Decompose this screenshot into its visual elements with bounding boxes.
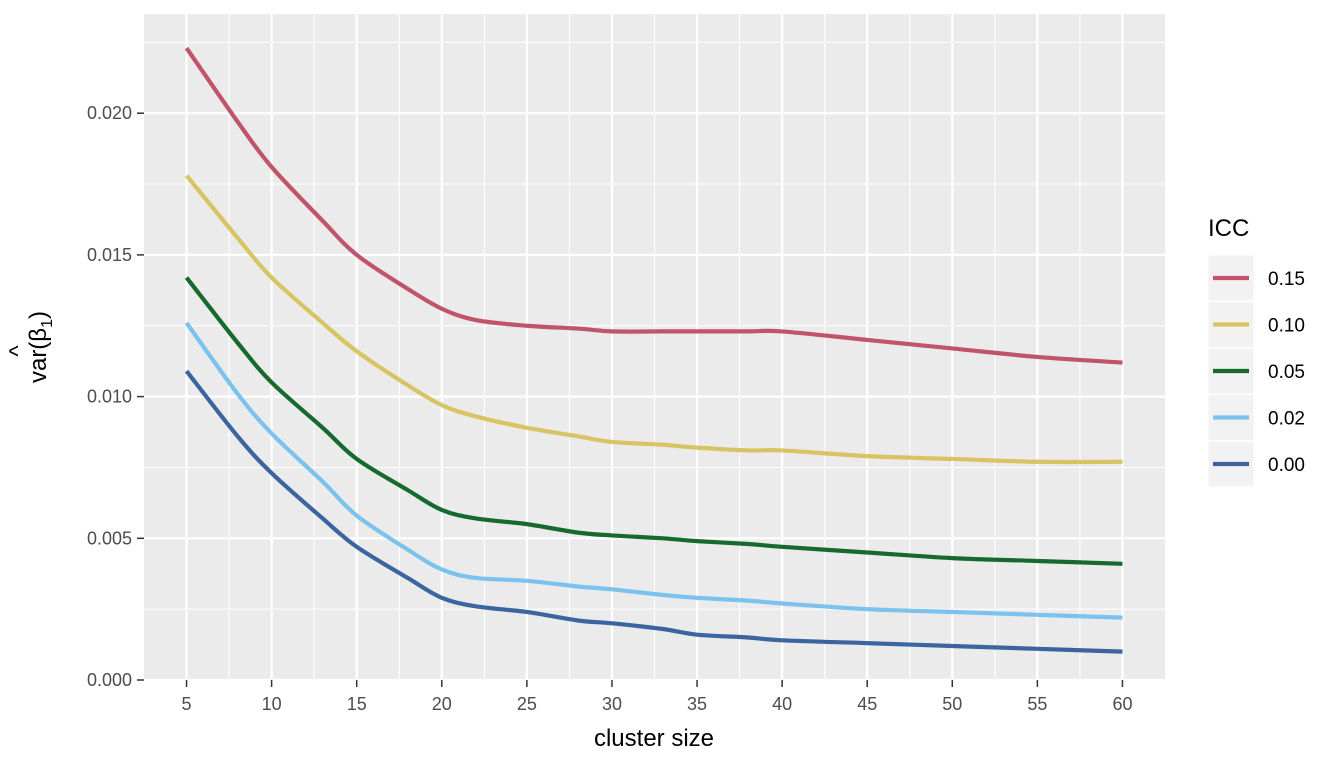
- series-line-0.02: [184, 321, 1123, 620]
- y-tick-label: 0.010: [87, 387, 132, 407]
- x-axis-ticks: 5 10 15 20 25 30 35 40 45 50 55 60: [182, 680, 1132, 714]
- y-axis-title-hat: ^: [5, 345, 32, 357]
- x-tick-label: 25: [517, 694, 537, 714]
- y-axis-ticks: 0.000 0.005 0.010 0.015 0.020: [87, 103, 144, 690]
- y-tick-label: 0.020: [87, 103, 132, 123]
- x-tick-label: 15: [347, 694, 367, 714]
- series-line-0.15: [184, 46, 1123, 365]
- y-axis-title-symbol: β: [25, 328, 52, 342]
- y-axis-title-prefix: var(: [25, 342, 52, 383]
- x-tick-label: 5: [182, 694, 192, 714]
- series-lines: [184, 46, 1123, 654]
- y-axis-title-subscript: 1: [39, 319, 56, 328]
- y-axis-title: var(β1) ^: [5, 311, 56, 383]
- minor-gridlines: [144, 14, 1165, 680]
- x-tick-label: 30: [602, 694, 622, 714]
- legend-label-0.00: 0.00: [1268, 455, 1305, 476]
- x-tick-label: 55: [1027, 694, 1047, 714]
- legend-label-0.15: 0.15: [1268, 269, 1305, 290]
- svg-text:var(β1): var(β1): [25, 311, 56, 383]
- legend: ICC 0.15 0.10 0.05 0.02 0.00: [1207, 215, 1305, 488]
- x-tick-label: 10: [262, 694, 282, 714]
- series-line-0.10: [184, 174, 1123, 465]
- x-tick-label: 20: [432, 694, 452, 714]
- series-line-0.05: [184, 276, 1123, 566]
- legend-label-0.05: 0.05: [1268, 362, 1305, 383]
- legend-label-0.02: 0.02: [1268, 409, 1305, 430]
- y-axis-title-suffix: ): [25, 311, 52, 319]
- series-line-0.00: [184, 369, 1123, 654]
- x-tick-label: 35: [687, 694, 707, 714]
- y-tick-label: 0.005: [87, 528, 132, 548]
- x-tick-label: 40: [772, 694, 792, 714]
- x-tick-label: 50: [942, 694, 962, 714]
- legend-label-0.10: 0.10: [1268, 316, 1305, 337]
- x-axis-title: cluster size: [594, 725, 714, 752]
- legend-items: 0.15 0.10 0.05 0.02 0.00: [1207, 254, 1305, 488]
- legend-title: ICC: [1208, 215, 1249, 242]
- y-tick-label: 0.000: [87, 670, 132, 690]
- y-tick-label: 0.015: [87, 245, 132, 265]
- x-tick-label: 45: [857, 694, 877, 714]
- x-tick-label: 60: [1112, 694, 1132, 714]
